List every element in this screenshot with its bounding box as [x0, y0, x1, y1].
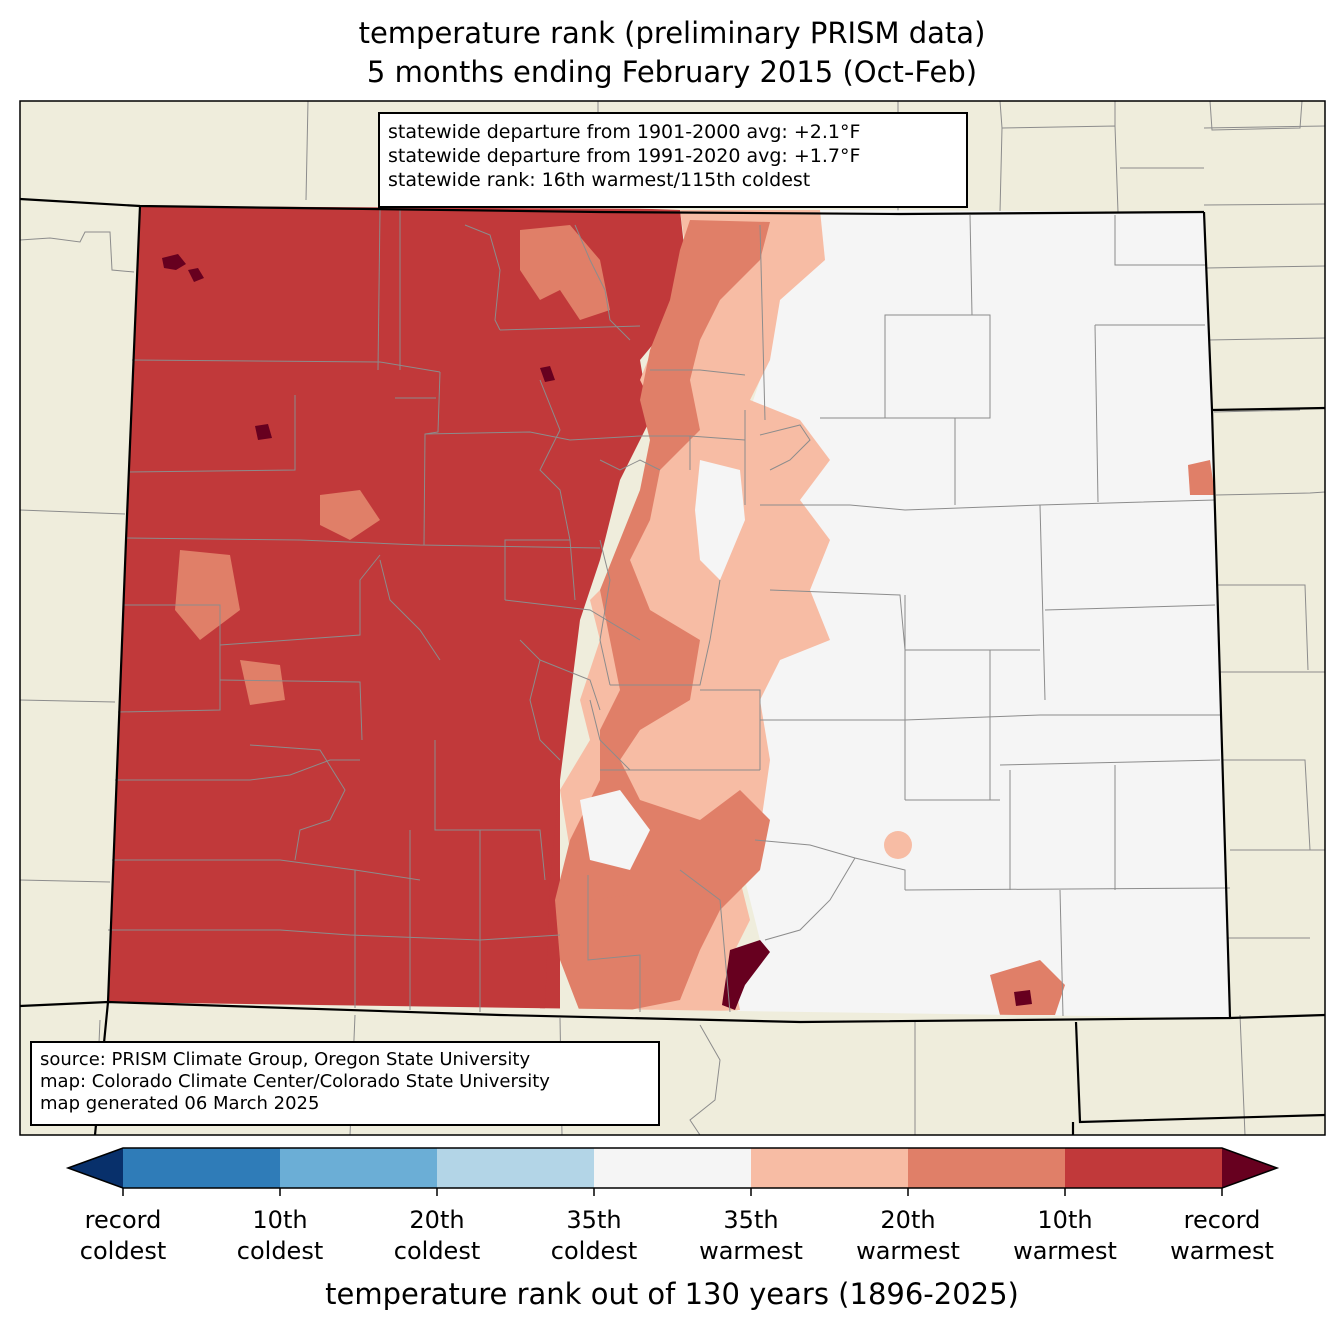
- rank-record-warmest-region: [255, 424, 272, 440]
- colorbar-bin-4: [594, 1148, 751, 1188]
- rank-20th-warmest-region: [320, 490, 380, 540]
- rank-record-warmest-region: [540, 366, 555, 382]
- colorbar-tick-label: record coldest: [79, 1206, 167, 1265]
- map-frame: [19, 100, 1326, 1136]
- rank-near-normal-region: [695, 460, 745, 580]
- stats-departure-1901-2000: statewide departure from 1901-2000 avg: …: [388, 121, 861, 143]
- rank-near-normal-region: [720, 210, 1230, 1018]
- stats-departure-1991-2020: statewide departure from 1991-2020 avg: …: [388, 145, 861, 167]
- rank-record-warmest-region: [722, 940, 770, 1010]
- colorbar: [65, 1147, 1280, 1196]
- colorbar-bin-1: [123, 1148, 280, 1188]
- map-generated-date: map generated 06 March 2025: [40, 1093, 320, 1114]
- map-subtitle: 5 months ending February 2015 (Oct-Feb): [366, 55, 978, 89]
- colorado-county-lines: [108, 209, 1231, 1017]
- colorbar-bin-5: [751, 1148, 908, 1188]
- rank-record-warmest-region: [188, 268, 204, 282]
- rank-near-normal-region: [580, 790, 650, 870]
- colorbar-tick-label: 20th coldest: [393, 1206, 481, 1265]
- colorbar-extend-cold: [68, 1148, 123, 1188]
- colorbar-bin-3: [437, 1148, 594, 1188]
- colorbar-ticks: [122, 1188, 1223, 1196]
- rank-20th-warmest-region: [990, 960, 1065, 1015]
- colorbar-tick-label: 10th coldest: [236, 1206, 324, 1265]
- rank-35th-warmest-region: [884, 831, 912, 859]
- colorbar-tick-label: 35th coldest: [550, 1206, 638, 1265]
- rank-20th-warmest-region: [175, 550, 240, 640]
- rank-20th-warmest-region: [240, 660, 285, 705]
- colorbar-tick-label: 20th warmest: [856, 1206, 960, 1265]
- rank-record-warmest-region: [162, 254, 186, 270]
- map-title: temperature rank (preliminary PRISM data…: [358, 16, 986, 50]
- rank-20th-warmest-region: [590, 895, 650, 950]
- colorbar-title: temperature rank out of 130 years (1896-…: [325, 1277, 1019, 1311]
- map-credit: map: Colorado Climate Center/Colorado St…: [40, 1071, 550, 1092]
- rank-record-warmest-region: [1014, 990, 1032, 1006]
- colorbar-bin-6: [908, 1148, 1065, 1188]
- source-box: source: PRISM Climate Group, Oregon Stat…: [30, 1041, 660, 1126]
- rank-10th-warmest-region: [540, 206, 690, 1010]
- rank-20th-warmest-region: [520, 225, 610, 320]
- state-boundaries: [20, 197, 1325, 1135]
- colorbar-extend-warm: [1222, 1148, 1277, 1188]
- colorbar-tick-label: 35th warmest: [699, 1206, 803, 1265]
- colorbar-bin-2: [280, 1148, 437, 1188]
- colorbar-bin-7: [1065, 1148, 1222, 1188]
- rank-10th-warmest-region: [108, 206, 560, 1018]
- rank-20th-warmest-region: [1188, 460, 1215, 495]
- statewide-stats-box: statewide departure from 1901-2000 avg: …: [378, 112, 968, 208]
- colorbar-tick-label: record warmest: [1170, 1206, 1274, 1265]
- source-credit: source: PRISM Climate Group, Oregon Stat…: [40, 1049, 531, 1070]
- colorbar-tick-label: 10th warmest: [1013, 1206, 1117, 1265]
- stats-statewide-rank: statewide rank: 16th warmest/115th colde…: [388, 169, 811, 191]
